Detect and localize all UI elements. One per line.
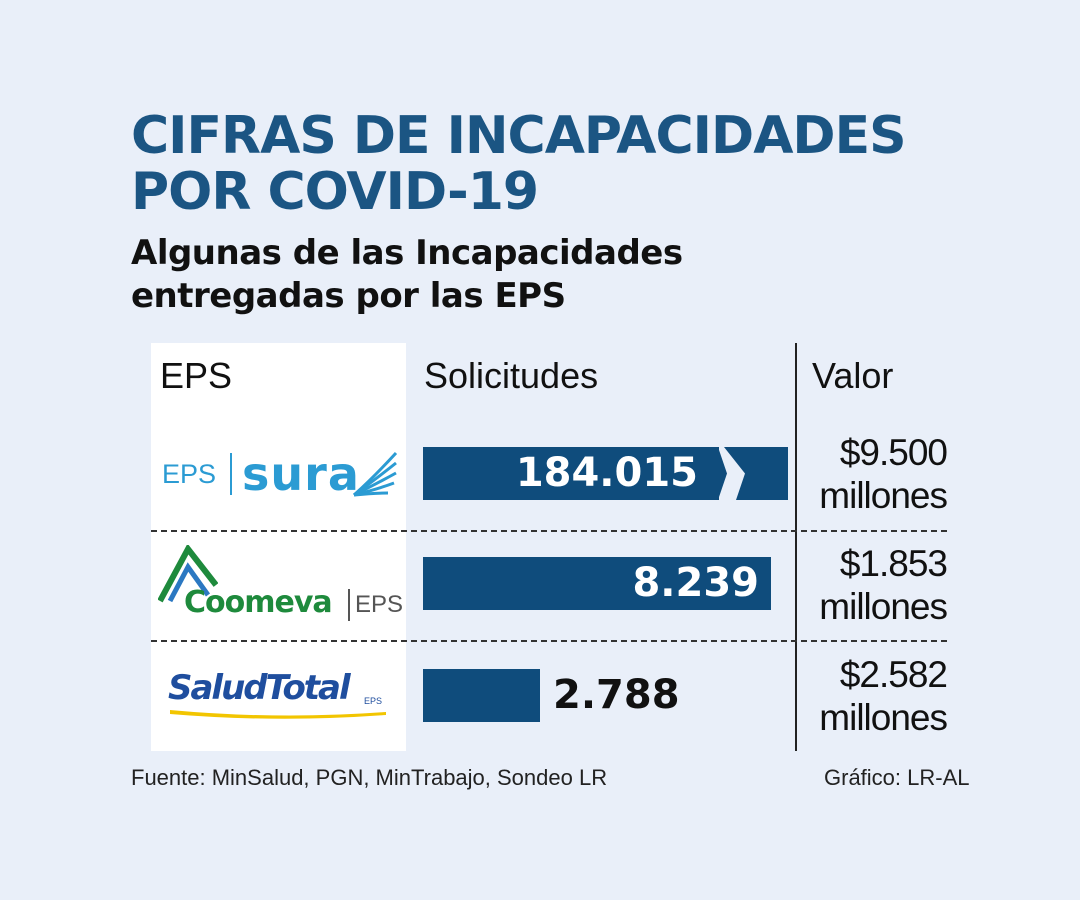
valor-unit: millones — [819, 475, 948, 516]
logo-panel — [151, 343, 406, 751]
column-header-eps: EPS — [160, 355, 233, 396]
credit-note: Gráfico: LR-AL — [824, 765, 970, 790]
coomeva-logo-suffix: EPS — [355, 591, 404, 618]
row-divider — [151, 530, 947, 532]
valor-amount: $2.582 — [839, 654, 948, 695]
saludtotal-logo-name: SaludTotal — [168, 668, 351, 708]
saludtotal-logo: SaludTotal EPS — [168, 668, 393, 728]
saludtotal-swoosh-icon — [170, 710, 386, 719]
saludtotal-logo-suffix: EPS — [364, 696, 383, 706]
valor-saludtotal: $2.582 millones — [800, 653, 948, 739]
chart-subtitle: Algunas de las Incapacidades entregadas … — [131, 232, 891, 318]
axis-break-icon — [700, 447, 788, 500]
title-line-2: POR COVID-19 — [131, 162, 539, 222]
subtitle-line-2: entregadas por las EPS — [131, 276, 566, 316]
bar-label-sura: 184.015 — [515, 450, 698, 496]
column-header-solicitudes: Solicitudes — [424, 355, 599, 396]
bar-saludtotal — [423, 669, 540, 722]
sura-logo-separator — [230, 453, 232, 495]
title-line-1: CIFRAS DE INCAPACIDADES — [131, 106, 907, 166]
column-divider — [795, 343, 797, 751]
coomeva-logo-name: Coomeva — [184, 585, 333, 620]
source-note: Fuente: MinSalud, PGN, MinTrabajo, Sonde… — [131, 765, 608, 790]
coomeva-logo-separator — [348, 589, 350, 621]
coomeva-roof-icon — [158, 545, 218, 603]
sura-logo-prefix: EPS — [162, 459, 217, 489]
valor-amount: $1.853 — [839, 543, 948, 584]
valor-unit: millones — [819, 586, 948, 627]
sura-logo-name: sura — [242, 447, 360, 501]
bar-sura — [423, 447, 719, 500]
chart-title: CIFRAS DE INCAPACIDADES POR COVID-19 — [131, 108, 1031, 220]
valor-coomeva: $1.853 millones — [800, 542, 948, 628]
coomeva-logo: Coomeva EPS — [158, 545, 403, 625]
sura-logo: EPS sura — [162, 445, 402, 505]
bar-label-saludtotal: 2.788 — [553, 672, 680, 718]
sura-wing-icon — [352, 451, 398, 497]
row-divider — [151, 640, 947, 642]
subtitle-line-1: Algunas de las Incapacidades — [131, 233, 683, 273]
column-header-valor: Valor — [812, 355, 894, 396]
valor-sura: $9.500 millones — [800, 431, 948, 517]
bar-coomeva — [423, 557, 771, 610]
valor-amount: $9.500 — [839, 432, 948, 473]
bar-label-coomeva: 8.239 — [632, 560, 759, 606]
valor-unit: millones — [819, 697, 948, 738]
